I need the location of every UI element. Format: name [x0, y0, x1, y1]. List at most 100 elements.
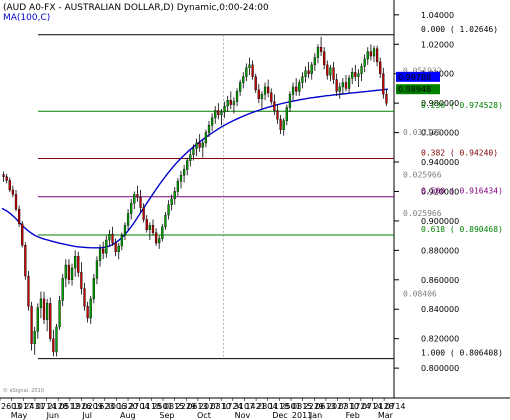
- x-day-label: 1926: [71, 402, 91, 411]
- candle-body: [363, 58, 366, 67]
- candle-body: [235, 91, 239, 102]
- candle-body: [30, 306, 33, 345]
- y-tick-label: 0.940000: [421, 158, 459, 167]
- candle-body: [270, 92, 273, 102]
- candle-body: [92, 278, 95, 300]
- x-day-label: 2501: [280, 402, 300, 411]
- candle-body: [192, 148, 195, 155]
- candle-body: [214, 110, 217, 119]
- fib-level-label: 0.382 ( 0.94240): [421, 148, 498, 157]
- x-month-label: Mar: [378, 411, 394, 420]
- last-price-badge: [396, 71, 440, 82]
- x-month-label: 2011: [292, 411, 312, 420]
- y-tick-label: 0.900000: [421, 217, 459, 226]
- x-day-label: 0613: [187, 402, 207, 411]
- fib-distance-label: 0.051932: [403, 66, 442, 75]
- candle-body: [319, 47, 323, 52]
- fib-distance-label: 0.032128: [403, 128, 442, 137]
- candle-body: [198, 142, 201, 148]
- candle-body: [335, 79, 338, 92]
- candle-body: [288, 94, 292, 108]
- candle-body: [354, 72, 357, 77]
- candle-body: [229, 100, 232, 105]
- x-day-label: 3006: [106, 402, 126, 411]
- x-day-label: 2704: [129, 402, 149, 411]
- x-month-label: Nov: [235, 411, 251, 420]
- x-day-label: 1320: [117, 402, 137, 411]
- candle-body: [316, 47, 320, 58]
- candle-body: [323, 51, 326, 66]
- candle-body: [257, 89, 260, 99]
- candle-body: [217, 110, 220, 116]
- x-month-label: Jul: [81, 411, 92, 420]
- candle-body: [195, 142, 198, 149]
- candle-body: [151, 225, 155, 233]
- fib-distance-label: 0.08406: [403, 290, 437, 299]
- x-month-label: Jan: [309, 411, 322, 420]
- ma-indicator-label: MA(100,C): [3, 13, 50, 23]
- fib-level-label: 1.000 ( 0.806408): [421, 349, 503, 358]
- x-day-label: 2603: [1, 402, 21, 411]
- x-day-label: 2128: [374, 402, 394, 411]
- candle-body: [285, 107, 288, 122]
- candle-body: [301, 76, 304, 83]
- candle-body: [279, 119, 282, 130]
- x-month-label: Oct: [197, 411, 211, 420]
- x-day-label: 2229: [304, 402, 324, 411]
- candle-body: [74, 256, 77, 269]
- x-month-label: Dec: [272, 411, 287, 420]
- y-axis: 0.800000 0.820000 0.840000 0.860000 0.880000…: [393, 0, 459, 398]
- candle-body: [310, 64, 313, 74]
- candle-body: [136, 194, 139, 198]
- candle-body: [329, 67, 332, 76]
- x-month-label: May: [11, 411, 28, 420]
- fib-level-label: 0.236 ( 0.974528): [421, 101, 503, 110]
- candle-body: [83, 288, 86, 307]
- candle-body: [176, 180, 180, 192]
- y-tick-label: 1.02000: [421, 40, 454, 49]
- candle-body: [186, 160, 189, 170]
- candle-body: [164, 214, 167, 228]
- candle-body: [11, 189, 15, 195]
- candle-body: [46, 303, 49, 320]
- x-day-label: 2229: [176, 402, 196, 411]
- x-day-label: 0613: [315, 402, 335, 411]
- fibonacci-retracement[interactable]: 0.000 ( 1.02646) 0.236 ( 0.974528) 0.382 (…: [38, 25, 503, 360]
- y-tick-label: 0.820000: [421, 335, 459, 344]
- candle-body: [369, 51, 373, 57]
- candle-body: [70, 267, 74, 280]
- candle-body: [158, 238, 161, 244]
- x-day-label: 1623: [94, 402, 114, 411]
- x-day-label: 0310: [339, 402, 359, 411]
- candle-body: [52, 338, 55, 353]
- candle-body: [298, 82, 301, 92]
- candle-body: [223, 105, 226, 113]
- candle-body: [245, 67, 248, 77]
- candle-body: [39, 298, 43, 308]
- x-day-label: 0815: [164, 402, 184, 411]
- candle-body: [117, 245, 120, 253]
- x-day-label: 1724: [350, 402, 370, 411]
- candle-body: [226, 100, 229, 107]
- candle-body: [201, 142, 204, 148]
- candle-body: [130, 203, 133, 214]
- candle-body: [341, 82, 344, 88]
- x-day-label: 1421: [245, 402, 265, 411]
- price-badges: 0.99788 0.98948: [396, 71, 440, 95]
- candle-body: [382, 73, 385, 95]
- candle-body: [33, 331, 36, 345]
- x-day-label: 0209: [82, 402, 102, 411]
- y-tick-label: 0.800000: [421, 364, 459, 373]
- x-day-label: 2431: [24, 402, 44, 411]
- x-axis: 2603101724310714212805121926020916233006…: [0, 397, 510, 420]
- candle-body: [42, 298, 46, 320]
- candle-body: [366, 51, 369, 60]
- candle-body: [360, 66, 363, 74]
- candle-body: [282, 120, 285, 130]
- candle-body: [161, 226, 164, 239]
- x-month-label: Sep: [159, 411, 174, 420]
- x-day-label: 1118: [141, 402, 161, 411]
- x-day-label: 2027: [327, 402, 347, 411]
- candle-body: [55, 326, 58, 353]
